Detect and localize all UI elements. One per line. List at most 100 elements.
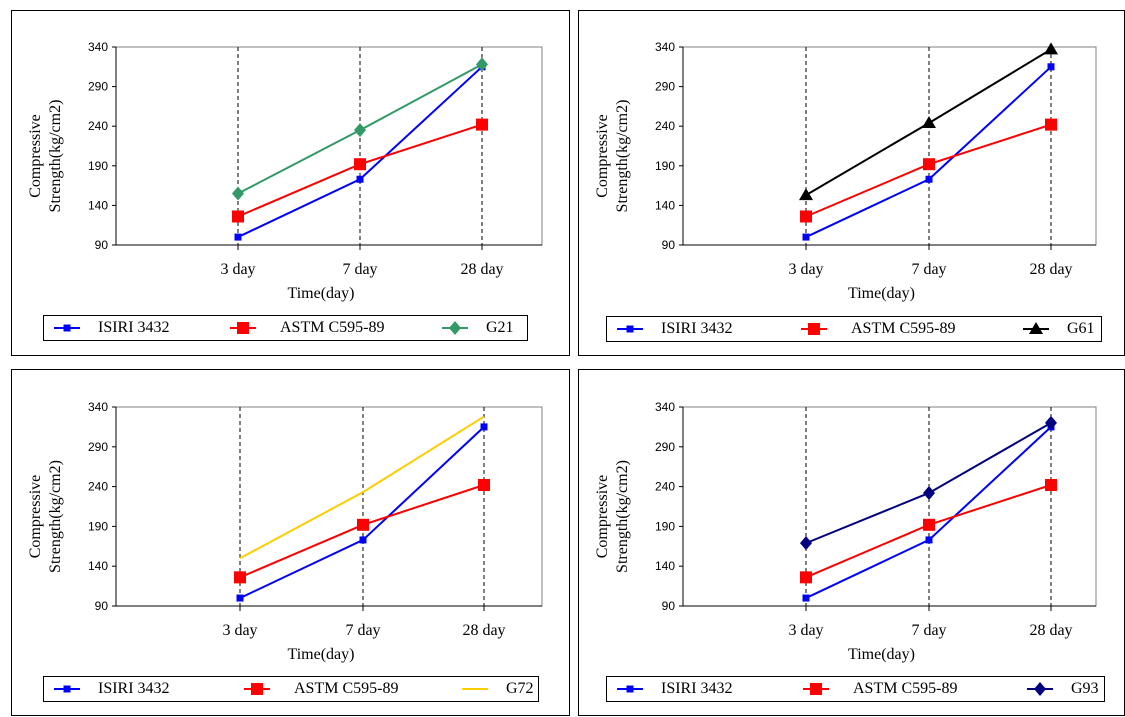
data-point bbox=[1047, 63, 1055, 71]
x-tick-label: 28 day bbox=[460, 261, 503, 278]
y-tick-label: 240 bbox=[88, 119, 108, 133]
data-point bbox=[800, 571, 812, 584]
chart-panel-g61: 90 140 190 240 290 340 3 day 7 day 28 day Time(da… bbox=[578, 10, 1125, 356]
y-axis-title-line: Compressive bbox=[27, 114, 44, 198]
y-tick-label: 90 bbox=[662, 599, 676, 613]
data-point bbox=[480, 423, 488, 431]
y-axis-title-line: Compressive bbox=[594, 114, 611, 198]
x-tick-label: 3 day bbox=[788, 622, 823, 639]
legend-marker bbox=[626, 685, 634, 693]
legend-label: ASTM C595-89 bbox=[853, 680, 958, 697]
data-point bbox=[802, 594, 810, 602]
data-point bbox=[1044, 42, 1058, 55]
legend-key bbox=[442, 321, 468, 335]
y-tick-label: 90 bbox=[662, 238, 676, 252]
x-tick-label: 3 day bbox=[220, 261, 255, 278]
data-point bbox=[236, 594, 244, 602]
chart-legend: ISIRI 3432 ASTM C595-89 G93 bbox=[606, 676, 1105, 702]
legend-label: ISIRI 3432 bbox=[98, 680, 170, 697]
series-astm-c595-89 bbox=[800, 479, 1057, 584]
legend-key bbox=[54, 685, 80, 693]
x-tick-label: 3 day bbox=[788, 261, 823, 278]
data-point bbox=[478, 479, 490, 492]
y-axis-title-line: Strength(kg/cm2) bbox=[614, 460, 631, 573]
legend-marker bbox=[251, 683, 263, 695]
y-tick-label: 190 bbox=[88, 519, 108, 533]
series-line bbox=[239, 415, 485, 560]
legend-key bbox=[54, 324, 80, 332]
y-tick-label: 140 bbox=[655, 559, 675, 573]
legend-key bbox=[230, 322, 256, 334]
data-point bbox=[356, 175, 364, 183]
data-point bbox=[800, 210, 812, 223]
y-tick-label: 140 bbox=[655, 198, 675, 212]
y-axis-title-line: Compressive bbox=[594, 475, 611, 559]
legend-label: ISIRI 3432 bbox=[661, 320, 733, 337]
legend-label: G72 bbox=[506, 680, 534, 697]
plot-area bbox=[115, 406, 543, 607]
legend-marker bbox=[63, 324, 71, 332]
legend-label: ISIRI 3432 bbox=[98, 319, 170, 336]
data-point bbox=[354, 123, 366, 138]
legend-label: ASTM C595-89 bbox=[294, 680, 399, 697]
data-point bbox=[800, 536, 812, 551]
legend-label: ISIRI 3432 bbox=[661, 680, 733, 697]
x-tick-label: 28 day bbox=[1029, 622, 1072, 639]
data-point bbox=[232, 210, 244, 223]
data-point bbox=[923, 518, 935, 531]
y-tick-label: 190 bbox=[88, 159, 108, 173]
data-point bbox=[1045, 415, 1057, 430]
legend-marker bbox=[237, 322, 249, 334]
legend-key bbox=[617, 685, 643, 693]
series-line bbox=[239, 484, 485, 579]
y-tick-label: 190 bbox=[655, 159, 675, 173]
y-tick-label: 340 bbox=[88, 40, 108, 54]
legend-key bbox=[1027, 682, 1053, 696]
x-axis-title: Time(day) bbox=[288, 285, 355, 302]
legend-label: ASTM C595-89 bbox=[280, 319, 385, 336]
chart-legend: ISIRI 3432 ASTM C595-89 G72 bbox=[43, 676, 539, 702]
legend-key bbox=[617, 325, 643, 333]
series-g72 bbox=[239, 415, 485, 560]
y-axis-title-line: Compressive bbox=[27, 475, 44, 559]
data-point bbox=[476, 57, 488, 72]
x-tick-label: 7 day bbox=[911, 622, 946, 639]
legend-key bbox=[801, 323, 827, 335]
series-astm-c595-89 bbox=[234, 479, 490, 584]
legend-key bbox=[1023, 322, 1049, 334]
x-axis-title: Time(day) bbox=[848, 285, 915, 302]
series-isiri-3432 bbox=[802, 63, 1055, 241]
chart-panel-g72: 90 140 190 240 290 340 3 day 7 day 28 day Time(da… bbox=[11, 369, 570, 716]
legend-label: G21 bbox=[486, 319, 514, 336]
chart-legend: ISIRI 3432 ASTM C595-89 G61 bbox=[606, 316, 1102, 342]
legend-marker bbox=[810, 683, 822, 695]
x-tick-label: 7 day bbox=[345, 622, 380, 639]
y-tick-label: 240 bbox=[655, 119, 675, 133]
y-tick-label: 290 bbox=[88, 440, 108, 454]
legend-key bbox=[803, 683, 829, 695]
y-axis-title-line: Strength(kg/cm2) bbox=[47, 460, 64, 573]
y-tick-label: 340 bbox=[655, 400, 675, 414]
series-g61 bbox=[799, 42, 1058, 201]
y-tick-label: 90 bbox=[95, 599, 109, 613]
series-isiri-3432 bbox=[236, 423, 488, 602]
data-point bbox=[923, 158, 935, 171]
y-tick-label: 290 bbox=[88, 80, 108, 94]
x-axis-title: Time(day) bbox=[848, 646, 915, 663]
y-tick-label: 340 bbox=[655, 40, 675, 54]
x-tick-label: 28 day bbox=[462, 622, 505, 639]
legend-key bbox=[462, 688, 488, 690]
data-point bbox=[1045, 479, 1057, 492]
data-point bbox=[354, 158, 366, 171]
y-tick-label: 290 bbox=[655, 440, 675, 454]
series-astm-c595-89 bbox=[800, 118, 1057, 223]
data-point bbox=[1045, 118, 1057, 131]
x-tick-label: 28 day bbox=[1029, 261, 1072, 278]
legend-label: G93 bbox=[1071, 680, 1099, 697]
data-point bbox=[476, 118, 488, 131]
data-point bbox=[925, 536, 933, 544]
legend-marker bbox=[1034, 682, 1046, 696]
y-axis-title-line: Strength(kg/cm2) bbox=[47, 100, 64, 213]
y-tick-label: 240 bbox=[655, 480, 675, 494]
chart-panel-g21: 90 140 190 240 290 340 3 day 7 day 28 day Time(da… bbox=[11, 10, 570, 356]
